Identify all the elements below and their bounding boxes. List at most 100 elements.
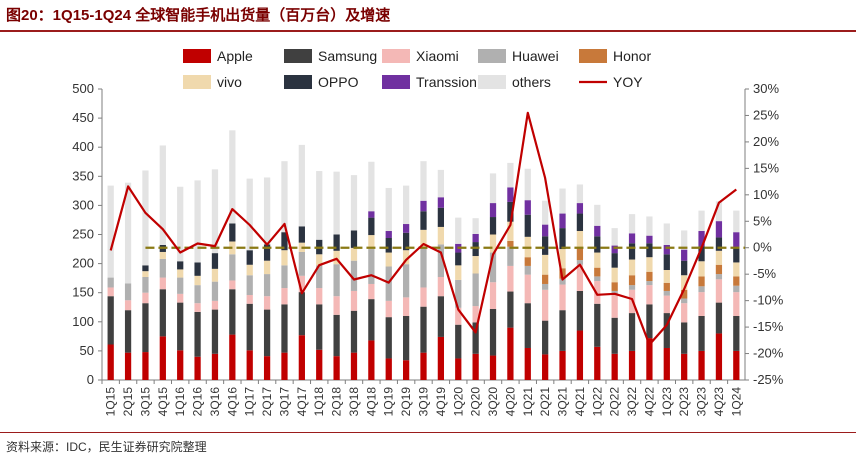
x-tick-label: 1Q17 <box>243 387 257 417</box>
bar-vivo <box>142 271 149 277</box>
bar-others <box>489 173 497 204</box>
bar-xiaomi <box>472 306 479 323</box>
y-left-tick-label: 350 <box>72 168 94 183</box>
bar-huawei <box>124 283 132 301</box>
bar-transsion <box>733 232 740 249</box>
bar-apple <box>698 350 705 380</box>
legend-label-yoy: YOY <box>613 74 643 90</box>
bar-oppo <box>542 236 549 255</box>
x-tick-label: 2Q23 <box>677 387 691 417</box>
bar-samsung <box>472 322 479 354</box>
bar-honor <box>733 276 740 286</box>
bar-honor <box>507 240 514 247</box>
bar-samsung <box>489 308 497 356</box>
bar-others <box>681 230 688 250</box>
bar-samsung <box>159 289 166 337</box>
bar-transsion <box>420 200 427 212</box>
bar-apple <box>733 350 740 380</box>
bar-apple <box>350 352 358 380</box>
x-tick-label: 4Q17 <box>295 387 309 417</box>
bar-xiaomi <box>229 280 236 290</box>
chart-title: 图20：1Q15-1Q24 全球智能手机出货量（百万台）及增速 <box>6 7 391 24</box>
bar-samsung <box>437 296 445 337</box>
y-right-tick-label: -25% <box>753 372 784 387</box>
bar-samsung <box>524 303 531 348</box>
bar-samsung <box>507 291 514 328</box>
bar-huawei <box>142 276 149 293</box>
x-tick-label: 2Q20 <box>469 387 483 417</box>
bar-samsung <box>455 324 462 359</box>
x-tick-label: 4Q22 <box>642 387 656 417</box>
y-right-tick-label: 10% <box>753 187 779 202</box>
bar-samsung <box>368 299 375 341</box>
bar-oppo <box>333 234 340 251</box>
bar-huawei <box>576 260 584 265</box>
bar-others <box>107 185 114 278</box>
bar-vivo <box>316 254 323 266</box>
bar-oppo <box>211 253 219 269</box>
bar-others <box>715 201 723 222</box>
bar-oppo <box>437 207 445 227</box>
bar-huawei <box>559 278 566 285</box>
bar-xiaomi <box>211 300 219 310</box>
bar-others <box>281 161 288 233</box>
bar-huawei <box>733 285 740 293</box>
bar-apple <box>229 334 236 380</box>
legend-swatch-vivo <box>183 75 211 89</box>
y-left-tick-label: 500 <box>72 81 94 96</box>
bar-xiaomi <box>263 296 271 310</box>
bar-vivo <box>489 234 497 253</box>
bar-xiaomi <box>246 295 253 304</box>
x-tick-label: 2Q22 <box>608 387 622 417</box>
legend-label-honor: Honor <box>613 48 651 64</box>
bar-xiaomi <box>368 283 375 300</box>
bar-vivo <box>628 259 636 276</box>
bar-oppo <box>594 236 601 253</box>
bar-huawei <box>628 285 636 290</box>
bar-samsung <box>663 313 670 348</box>
x-tick-label: 4Q18 <box>364 387 378 417</box>
bar-huawei <box>177 277 184 294</box>
bar-vivo <box>611 267 618 283</box>
bar-samsung <box>559 310 566 351</box>
bar-transsion <box>715 221 723 238</box>
legend-swatch-xiaomi <box>382 49 410 63</box>
bar-honor <box>663 282 670 291</box>
legend-label-huawei: Huawei <box>512 48 559 64</box>
bar-huawei <box>298 251 305 276</box>
bar-oppo <box>611 253 618 268</box>
bar-apple <box>263 356 271 380</box>
bar-oppo <box>733 248 740 263</box>
bar-others <box>385 187 392 232</box>
bar-transsion <box>368 211 375 218</box>
bar-others <box>524 168 531 201</box>
bar-vivo <box>194 275 201 286</box>
bar-xiaomi <box>194 303 201 312</box>
footer-rule <box>0 432 856 433</box>
bar-oppo <box>455 252 462 266</box>
bar-huawei <box>194 285 201 304</box>
bar-xiaomi <box>542 289 549 321</box>
bar-vivo <box>333 250 340 265</box>
bar-others <box>211 169 219 254</box>
bar-xiaomi <box>663 295 670 314</box>
bar-transsion <box>385 231 392 238</box>
x-tick-label: 1Q20 <box>451 387 465 417</box>
bar-huawei <box>455 279 462 308</box>
legend-swatch-honor <box>579 49 607 63</box>
bar-honor <box>646 271 653 282</box>
bar-transsion <box>628 233 636 244</box>
bar-vivo <box>681 275 688 290</box>
bar-xiaomi <box>698 292 705 316</box>
bar-transsion <box>646 235 653 244</box>
bar-xiaomi <box>715 279 723 303</box>
x-tick-label: 2Q17 <box>260 387 274 417</box>
bar-huawei <box>646 281 653 286</box>
bar-xiaomi <box>159 277 166 290</box>
bar-vivo <box>281 250 288 266</box>
bar-vivo <box>507 221 514 241</box>
y-left-tick-label: 50 <box>80 343 94 358</box>
bar-samsung <box>194 311 201 357</box>
bar-oppo <box>628 243 636 260</box>
yoy-line <box>109 111 737 346</box>
